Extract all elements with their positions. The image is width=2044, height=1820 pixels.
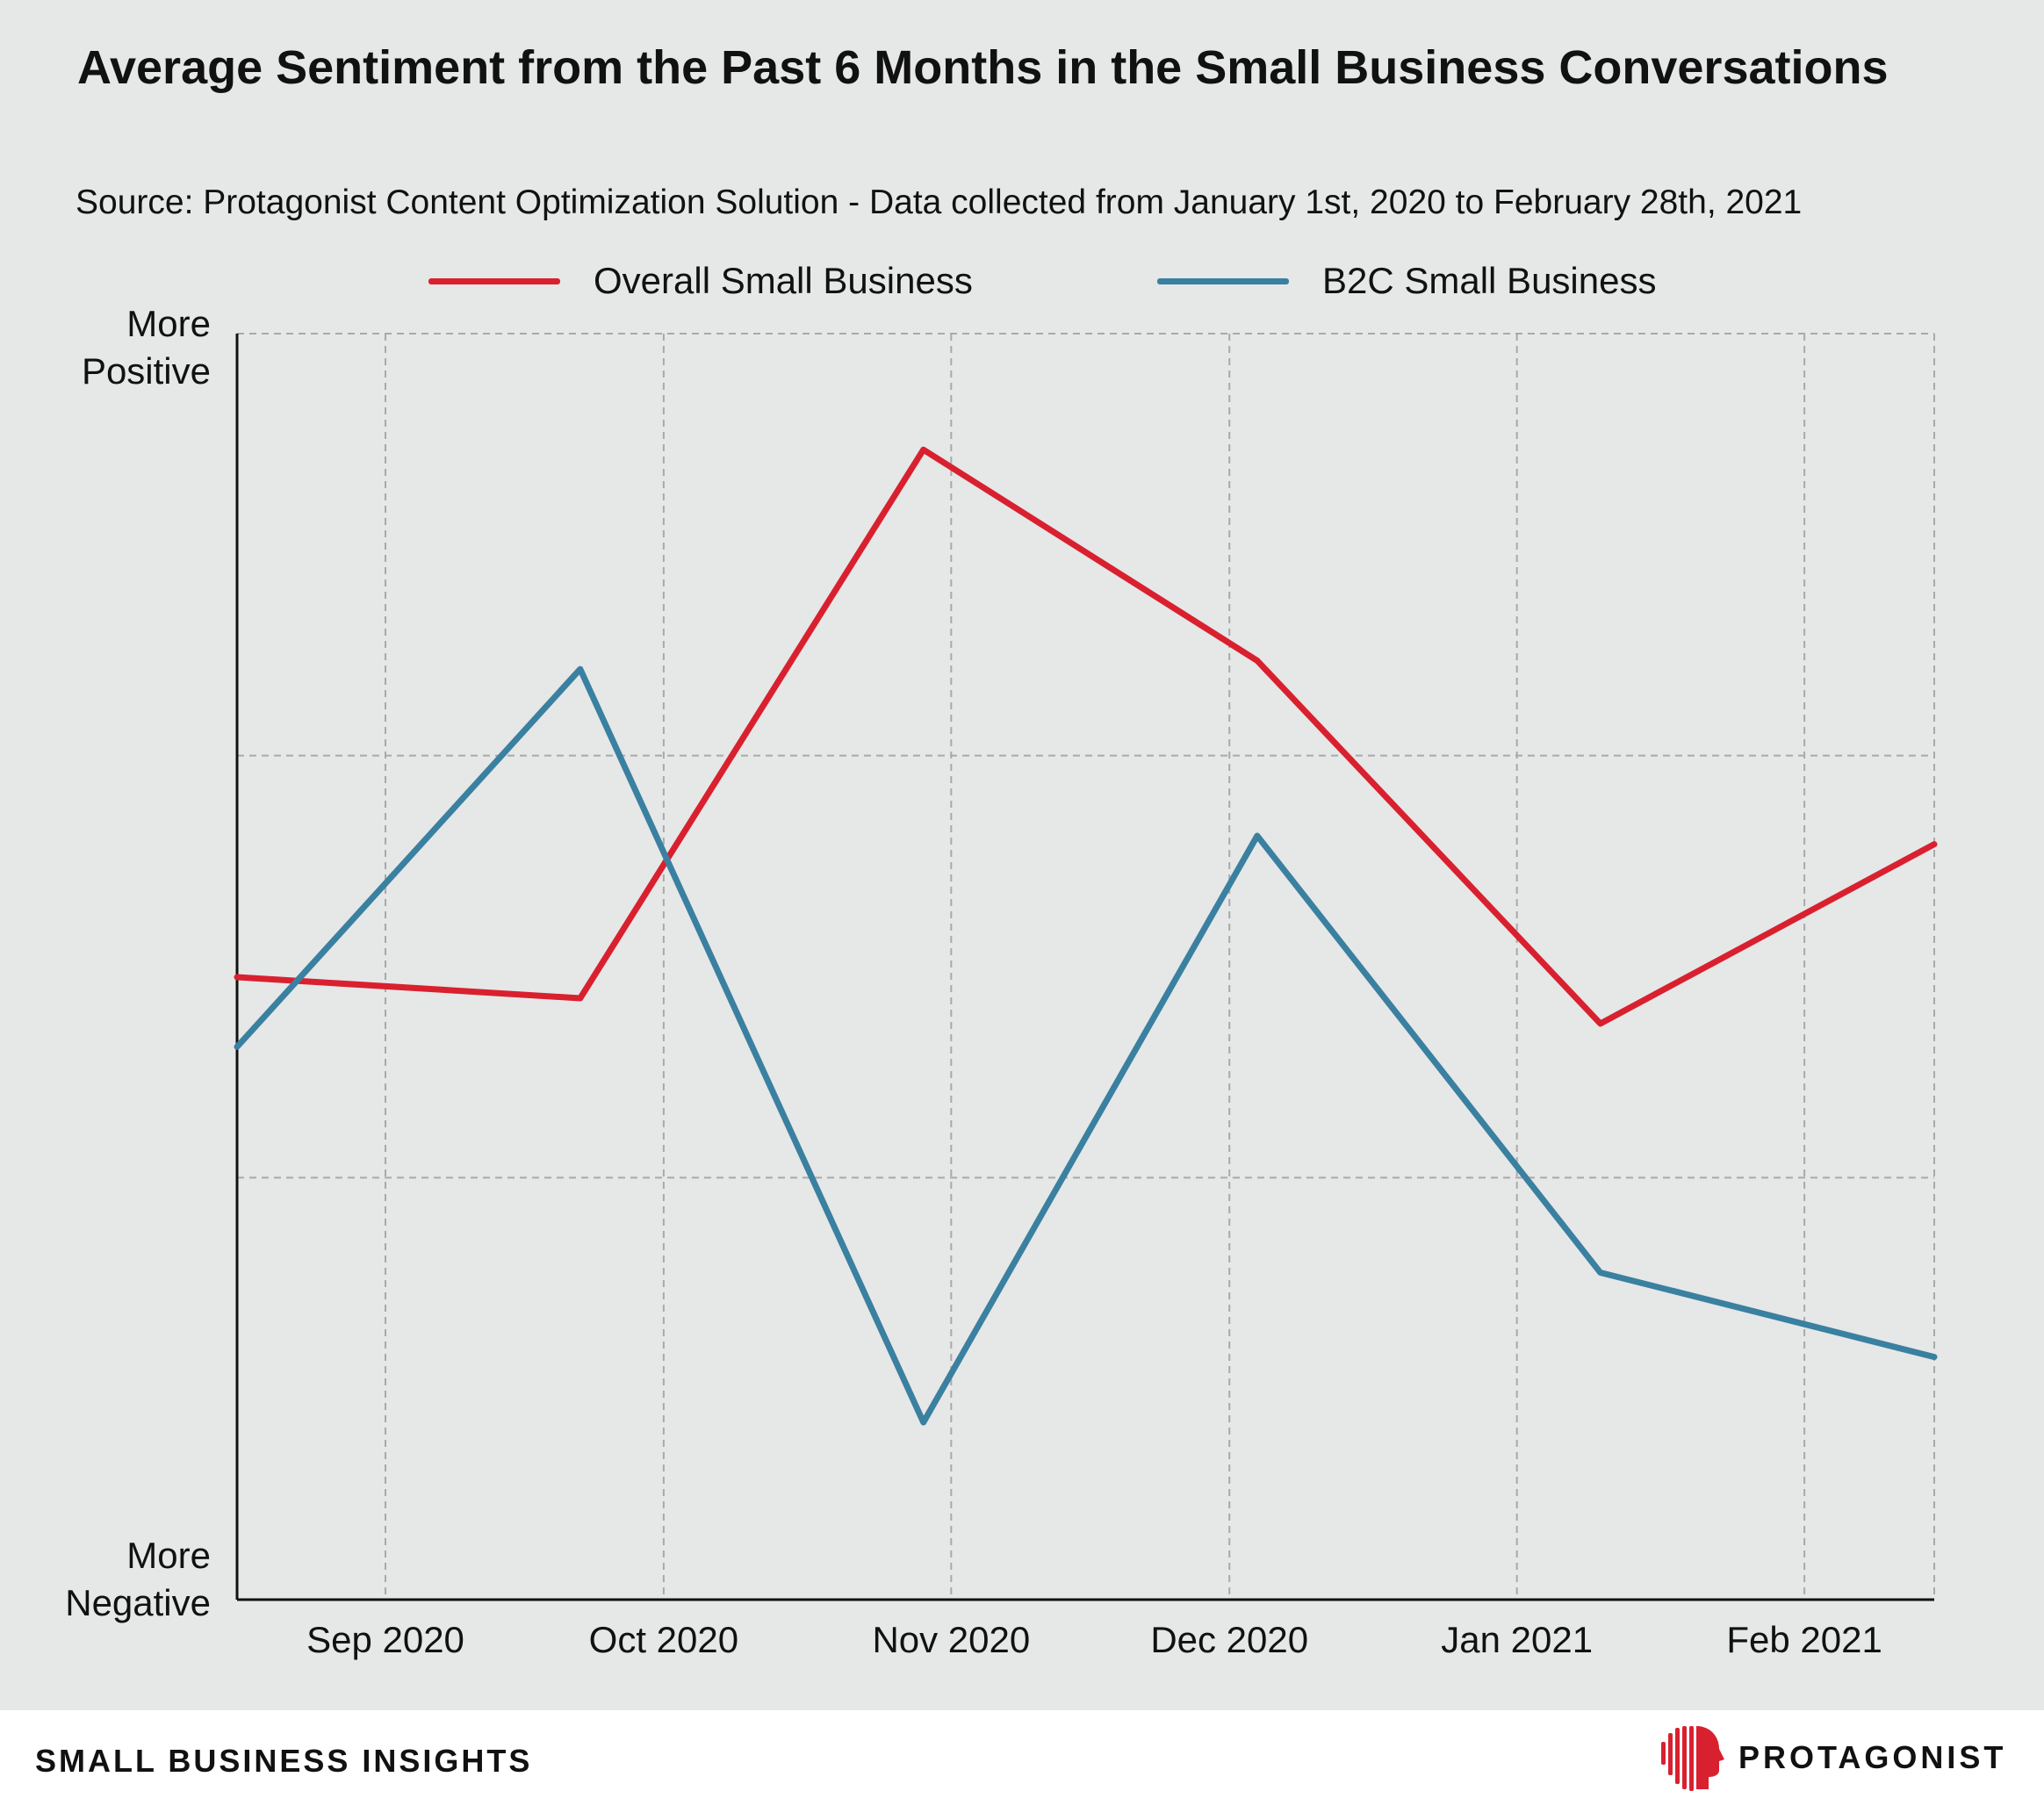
series-line-b2c [234,665,1938,1426]
footer-section-label: SMALL BUSINESS INSIGHTS [35,1743,533,1779]
x-tick-label: Feb 2021 [1726,1619,1882,1660]
series-line-overall [234,446,1938,1027]
brand-logo: PROTAGONIST [1659,1723,2006,1793]
chart-panel: Average Sentiment from the Past 6 Months… [0,0,2044,1710]
grid-lines [237,333,1935,1600]
legend: Overall Small Business B2C Small Busines… [0,255,2044,307]
x-tick-label: Oct 2020 [589,1619,738,1660]
y-label-top: More Positive [82,303,211,392]
legend-swatch-b2c [1157,277,1289,284]
chart-title: Average Sentiment from the Past 6 Months… [77,41,1889,94]
x-tick-label: Sep 2020 [306,1619,464,1660]
legend-label-b2c: B2C Small Business [1322,260,1657,301]
brand-name: PROTAGONIST [1738,1739,2007,1775]
axes [235,334,1934,1601]
series-lines [234,446,1938,1426]
line-chart: Sep 2020 Oct 2020 Nov 2020 Dec 2020 Jan 2021… [65,303,1938,1660]
protagonist-head-icon [1661,1726,1724,1791]
legend-swatch-overall [428,277,560,284]
x-tick-label: Jan 2021 [1441,1619,1593,1660]
y-label-bottom: More Negative [65,1535,211,1623]
x-tick-label: Dec 2020 [1150,1619,1308,1660]
legend-item-b2c: B2C Small Business [1157,255,1656,307]
legend-label-overall: Overall Small Business [594,260,973,301]
x-tick-label: Nov 2020 [872,1619,1030,1660]
chart-subtitle: Source: Protagonist Content Optimization… [76,183,1803,221]
legend-item-overall: Overall Small Business [428,255,973,307]
axis-labels: Sep 2020 Oct 2020 Nov 2020 Dec 2020 Jan 2021… [65,303,1882,1660]
